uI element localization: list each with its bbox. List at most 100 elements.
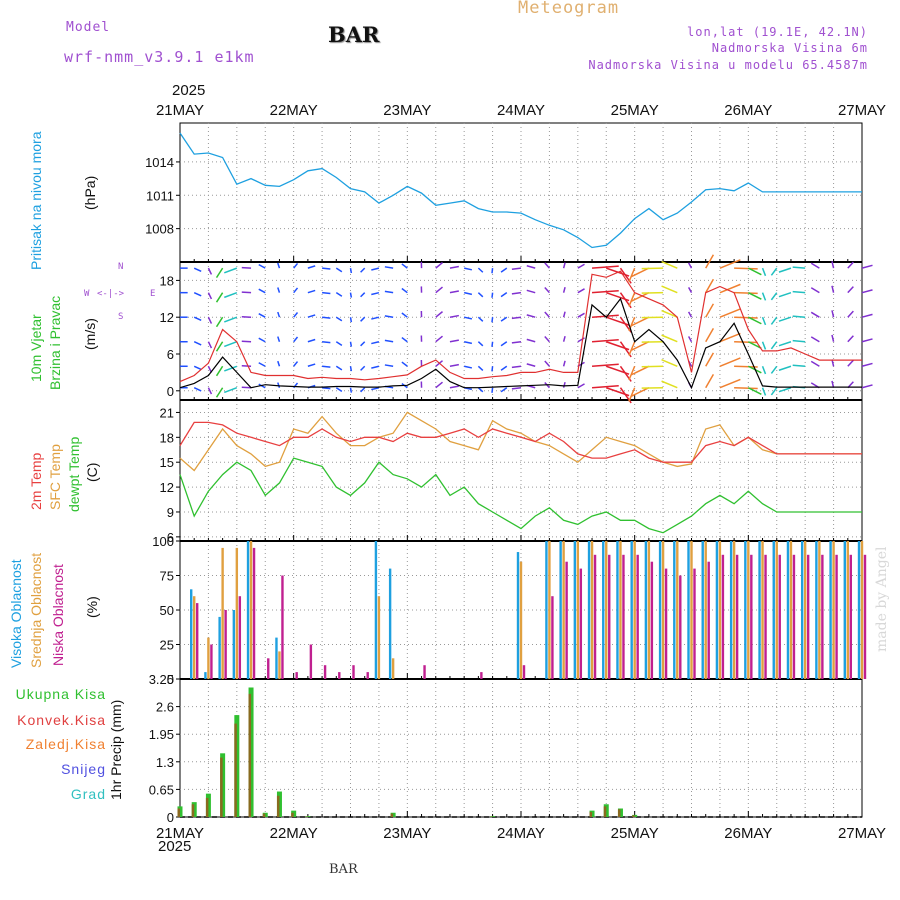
- wind-arrow: [591, 289, 619, 294]
- wind-arrow: [810, 360, 820, 367]
- mid-cloud-bar: [562, 541, 565, 679]
- high-cloud-bar: [587, 541, 591, 679]
- high-cloud-bar: [843, 541, 846, 679]
- high-cloud-bar: [829, 541, 832, 679]
- wind-arrow: [577, 383, 585, 389]
- wind-arrow: [449, 385, 459, 389]
- conv-precip-bar: [220, 757, 223, 817]
- low-cloud-bar: [792, 554, 796, 679]
- wind-arrow: [562, 311, 566, 318]
- high-cloud-bar: [374, 541, 378, 679]
- low-cloud-bar: [238, 596, 242, 679]
- t2m-line: [179, 421, 862, 463]
- wind-arrow: [747, 341, 762, 349]
- wind-arrow: [687, 311, 693, 318]
- high-cloud-bar: [658, 541, 662, 679]
- wind-arrow: [734, 316, 758, 319]
- mid-cloud-bar: [832, 541, 835, 679]
- mid-cloud-bar: [193, 596, 196, 679]
- wind-arrow: [747, 316, 762, 325]
- wind-arrow: [544, 360, 550, 367]
- wind-arrow: [719, 378, 741, 389]
- wind-arrow: [193, 341, 202, 346]
- wind-arrow: [631, 387, 650, 397]
- low-cloud-bar: [707, 561, 710, 679]
- wind-arrow: [562, 286, 566, 293]
- wind-arrow: [349, 317, 353, 323]
- wind-arrow: [792, 339, 806, 343]
- y-tick-label-pressure: 1008: [145, 222, 174, 237]
- x-label-top: 26MAY: [724, 102, 772, 119]
- wind-arrow: [224, 387, 238, 394]
- y-tick-label-cloud: 100: [152, 534, 174, 549]
- wind-arrow: [628, 341, 636, 356]
- compass-e: E: [150, 289, 156, 299]
- wind-arrow: [705, 303, 715, 318]
- wind-arrow: [384, 266, 394, 269]
- wind-arrow: [349, 268, 353, 274]
- conv-precip-bar: [632, 815, 635, 817]
- wind-arrow: [322, 316, 331, 319]
- wind-arrow: [207, 267, 213, 275]
- low-cloud-bar: [210, 644, 213, 679]
- y-tick-label-temp: 18: [160, 430, 174, 445]
- wind-arrow: [628, 387, 636, 402]
- wind-arrow: [224, 365, 238, 372]
- wind-arrow: [761, 341, 767, 350]
- meteogram-subtitle: Meteogram: [518, 0, 620, 18]
- wind-arrow: [511, 291, 522, 295]
- wind-arrow: [847, 335, 854, 343]
- wind-arrow: [360, 292, 366, 298]
- precip-legend-total: Ukupna Kisa: [15, 686, 106, 702]
- high-cloud-bar: [673, 541, 676, 679]
- wind-arrow: [371, 387, 380, 391]
- wind-arrow: [435, 286, 443, 294]
- wind-arrow: [861, 362, 873, 367]
- low-cloud-bar: [579, 568, 583, 679]
- wind-arrow: [335, 341, 343, 346]
- conv-precip-bar: [276, 795, 280, 817]
- wind-arrow: [449, 314, 459, 318]
- mid-cloud-bar: [235, 547, 239, 679]
- altitude-label: Nadmorska Visina 6m: [711, 41, 868, 55]
- y-tick-label-wind: 0: [167, 384, 174, 399]
- high-cloud-bar: [218, 616, 221, 679]
- wind-arrow: [293, 287, 299, 294]
- wind-arrow: [810, 311, 820, 318]
- mid-cloud-bar: [661, 541, 665, 679]
- wind-arrow: [500, 292, 508, 298]
- mid-cloud-bar: [519, 561, 523, 679]
- wind-arrow: [770, 292, 778, 301]
- high-cloud-bar: [545, 541, 548, 679]
- wind-arrow: [734, 267, 758, 270]
- mid-cloud-bar: [605, 541, 608, 679]
- x-label-bottom: 27MAY: [838, 825, 886, 842]
- low-cloud-bar: [224, 610, 227, 679]
- high-cloud-bar: [616, 541, 619, 679]
- wind-arrow: [687, 262, 693, 269]
- mid-cloud-bar: [207, 637, 210, 679]
- y-tick-label-wind: 6: [167, 347, 174, 362]
- high-cloud-bar: [246, 541, 250, 679]
- low-cloud-bar: [750, 554, 753, 679]
- mid-cloud-bar: [391, 658, 395, 679]
- wind-arrow: [322, 386, 331, 390]
- mid-cloud-bar: [590, 541, 594, 679]
- low-cloud-bar: [721, 554, 725, 679]
- wind-arrow: [847, 359, 854, 367]
- wind-arrow: [435, 261, 443, 269]
- y-tick-label-cloud: 50: [160, 603, 174, 618]
- mid-cloud-bar: [619, 541, 622, 679]
- wind-arrow: [193, 365, 202, 371]
- high-cloud-bar: [772, 541, 775, 679]
- wind-arrow: [401, 263, 408, 269]
- wind-arrow: [215, 316, 224, 328]
- wind-arrow: [435, 335, 443, 343]
- wind-arrow: [277, 382, 281, 388]
- high-cloud-bar: [204, 672, 207, 679]
- wind-arrow: [335, 316, 343, 322]
- wind-arrow: [215, 365, 224, 377]
- wind-arrow: [770, 316, 778, 325]
- x-label-bottom: 25MAY: [611, 825, 659, 842]
